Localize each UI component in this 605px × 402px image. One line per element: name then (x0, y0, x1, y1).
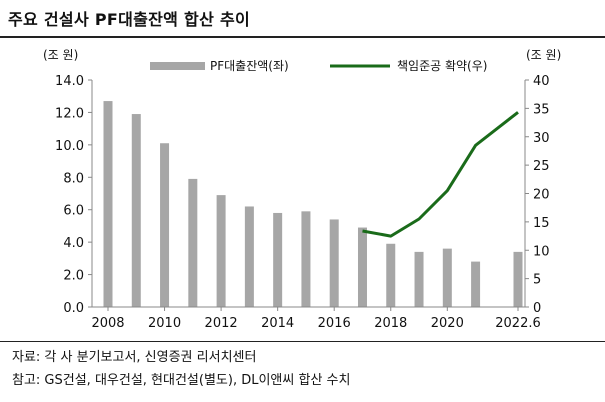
line-series-layer (362, 111, 519, 238)
bar-11 (414, 251, 424, 307)
left-tick-label-4: 8.0 (63, 171, 84, 186)
notes-rule (0, 341, 605, 342)
bar-2 (160, 143, 170, 307)
title-rule (0, 36, 605, 38)
bar-8 (329, 219, 339, 307)
right-tick-label-3: 15 (533, 216, 550, 231)
chart-title: 주요 건설사 PF대출잔액 합산 추이 (8, 10, 250, 29)
bar-10 (386, 243, 396, 307)
x-tick-label-3: 2014 (261, 316, 294, 331)
bar-13 (471, 261, 481, 307)
left-tick-label-7: 14.0 (55, 74, 84, 89)
legend-bar-swatch (150, 62, 205, 70)
bar-9 (357, 227, 367, 307)
right-tick-label-2: 10 (533, 244, 550, 259)
bar-7 (301, 211, 311, 307)
legend-line-label: 책임준공 확약(우) (397, 58, 487, 73)
left-tick-label-2: 4.0 (63, 236, 84, 251)
left-tick-label-0: 0.0 (63, 301, 84, 316)
bar-1 (131, 114, 141, 307)
bar-5 (244, 206, 254, 307)
left-axis-ticks: 0.0 2.0 4.0 6.0 8.0 10.0 12.0 14.0 (55, 74, 92, 316)
line-series-path (362, 111, 519, 238)
bar-4 (216, 195, 226, 307)
x-axis-ticks: 2008 2010 2012 2014 2016 2018 2020 2022.6 (91, 307, 541, 331)
bar-0 (103, 101, 113, 307)
left-tick-label-6: 12.0 (55, 106, 84, 121)
x-tick-label-4: 2016 (318, 316, 351, 331)
bar-14 (513, 251, 523, 307)
left-tick-label-1: 2.0 (63, 269, 84, 284)
left-axis-unit: (조 원) (43, 48, 78, 62)
chart: (조 원) (조 원) PF대출잔액(좌) 책임준공 확약(우) 0.0 2.0 4… (43, 48, 561, 331)
x-tick-label-7: 2022.6 (495, 316, 541, 331)
bar-3 (188, 178, 198, 307)
right-tick-label-1: 5 (533, 273, 541, 288)
bar-6 (273, 212, 283, 307)
x-tick-label-5: 2018 (374, 316, 407, 331)
right-tick-label-8: 40 (533, 74, 550, 89)
x-tick-label-6: 2020 (431, 316, 464, 331)
right-tick-label-0: 0 (533, 301, 541, 316)
x-tick-label-1: 2010 (148, 316, 181, 331)
right-tick-label-7: 35 (533, 102, 550, 117)
bar-12 (442, 248, 452, 307)
legend-bar-label: PF대출잔액(좌) (210, 59, 289, 73)
right-axis-ticks: 0 5 10 15 20 25 30 35 40 (525, 74, 550, 316)
right-tick-label-6: 30 (533, 131, 550, 146)
right-tick-label-4: 20 (533, 188, 550, 203)
reference-note: 참고: GS건설, 대우건설, 현대건설(별도), DL이앤씨 합산 수치 (12, 373, 351, 388)
bar-series (103, 101, 523, 307)
x-tick-label-0: 2008 (91, 316, 124, 331)
left-tick-label-3: 6.0 (63, 204, 84, 219)
x-tick-label-2: 2012 (205, 316, 238, 331)
left-tick-label-5: 10.0 (55, 139, 84, 154)
source-note: 자료: 각 사 분기보고서, 신영증권 리서치센터 (12, 350, 257, 365)
right-axis-unit: (조 원) (526, 48, 561, 62)
right-tick-label-5: 25 (533, 159, 550, 174)
